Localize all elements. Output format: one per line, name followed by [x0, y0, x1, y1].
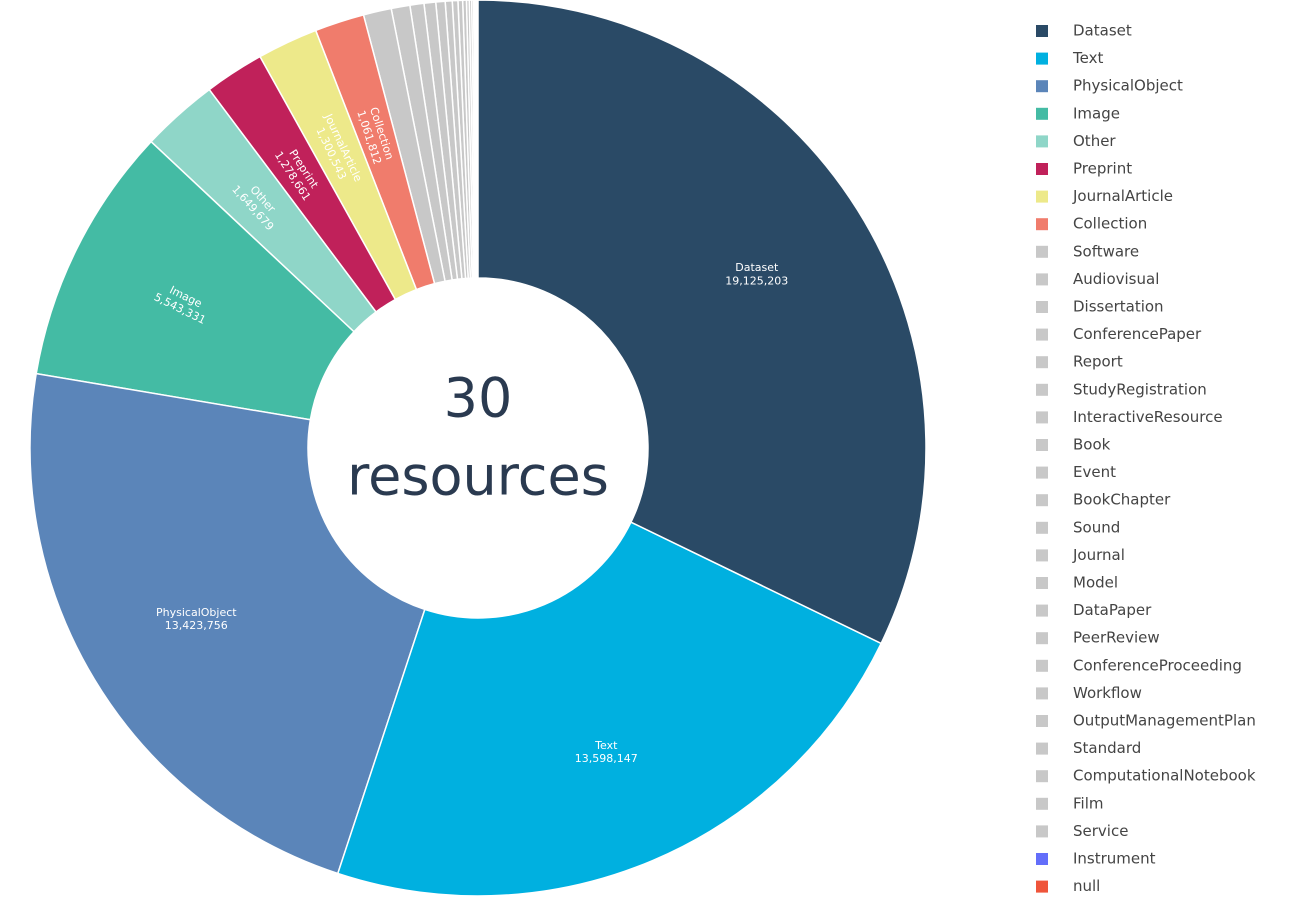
- legend-label: InteractiveResource: [1073, 408, 1223, 426]
- legend-swatch: [1036, 301, 1048, 313]
- center-number: 30: [444, 367, 513, 430]
- slice-name: Dataset: [735, 261, 779, 274]
- legend-label: Book: [1073, 436, 1111, 454]
- legend-swatch: [1036, 273, 1048, 286]
- legend-swatch: [1036, 715, 1048, 727]
- slice-name: Text: [594, 739, 618, 752]
- legend-swatch: [1036, 356, 1048, 369]
- legend-swatch: [1036, 107, 1048, 120]
- legend-label: Text: [1072, 49, 1103, 67]
- legend-swatch: [1036, 328, 1048, 341]
- legend-swatch: [1036, 659, 1048, 672]
- legend-label: Report: [1073, 353, 1123, 371]
- legend-label: Collection: [1073, 215, 1147, 233]
- legend-label: BookChapter: [1073, 491, 1171, 509]
- legend-swatch: [1036, 163, 1048, 175]
- legend-swatch: [1036, 494, 1048, 507]
- legend-swatch: [1036, 825, 1048, 838]
- legend-swatch: [1036, 687, 1048, 700]
- slice-value: 13,423,756: [165, 619, 228, 632]
- slice-label: Dataset 19,125,203: [725, 261, 788, 287]
- slice: [362, 7, 446, 285]
- slice-name: PhysicalObject: [156, 606, 237, 619]
- legend-swatch: [1036, 466, 1048, 479]
- legend-label: Standard: [1073, 739, 1141, 757]
- legend-label: Instrument: [1073, 850, 1156, 868]
- center-label: resources: [347, 445, 609, 508]
- legend-label: null: [1073, 877, 1100, 895]
- legend-label: Audiovisual: [1073, 270, 1159, 288]
- legend-label: Film: [1073, 794, 1103, 812]
- legend-label: ConferencePaper: [1073, 325, 1202, 343]
- legend-swatch: [1036, 797, 1048, 810]
- slice: [35, 140, 356, 421]
- legend-swatch: [1036, 549, 1048, 562]
- slice: [150, 88, 378, 333]
- slice: [208, 55, 397, 314]
- legend-label: PeerReview: [1073, 629, 1160, 647]
- legend-swatch: [1036, 383, 1048, 396]
- legend-swatch: [1036, 190, 1048, 203]
- legend-swatch: [1036, 245, 1048, 258]
- legend-label: PhysicalObject: [1073, 77, 1183, 95]
- legend-label: Dataset: [1073, 22, 1132, 40]
- legend-label: ComputationalNotebook: [1073, 767, 1256, 785]
- legend-label: Workflow: [1073, 684, 1142, 702]
- legend-label: JournalArticle: [1072, 187, 1173, 205]
- legend-swatch: [1036, 411, 1048, 424]
- legend-label: DataPaper: [1073, 601, 1152, 619]
- legend-label: Journal: [1072, 546, 1125, 564]
- legend-label: OutputManagementPlan: [1073, 712, 1256, 730]
- slice: [258, 29, 418, 301]
- slice: [336, 521, 883, 897]
- legend-swatch: [1036, 52, 1048, 65]
- legend-swatch: [1036, 521, 1048, 534]
- slice-label: Text 13,598,147: [575, 739, 638, 765]
- legend-swatch: [1036, 604, 1048, 617]
- legend-swatch: [1036, 577, 1048, 589]
- legend-swatch: [1036, 135, 1048, 148]
- slice-value: 13,598,147: [575, 752, 638, 765]
- legend-label: StudyRegistration: [1073, 380, 1207, 398]
- legend-swatch: [1036, 439, 1048, 451]
- legend-label: Dissertation: [1073, 298, 1164, 316]
- legend-label: Other: [1073, 132, 1116, 150]
- legend-swatch: [1036, 218, 1048, 231]
- legend-swatch: [1036, 80, 1048, 93]
- legend-label: Sound: [1073, 518, 1120, 536]
- legend-label: ConferenceProceeding: [1073, 656, 1242, 674]
- legend-label: Software: [1073, 242, 1139, 260]
- legend-swatch: [1036, 25, 1048, 37]
- legend-label: Preprint: [1073, 160, 1132, 178]
- legend-swatch: [1036, 632, 1048, 645]
- slice-value: 19,125,203: [725, 274, 788, 287]
- slice: [314, 13, 436, 291]
- legend-label: Model: [1073, 574, 1118, 592]
- legend-label: Service: [1073, 822, 1128, 840]
- legend-swatch: [1036, 853, 1048, 865]
- slice: [477, 0, 927, 645]
- slice-label: PhysicalObject 13,423,756: [156, 606, 237, 632]
- legend-swatch: [1036, 770, 1048, 783]
- slice: [29, 372, 426, 875]
- legend-label: Image: [1073, 104, 1120, 122]
- legend-label: Event: [1073, 463, 1116, 481]
- legend-swatch: [1036, 880, 1048, 893]
- legend-swatch: [1036, 742, 1048, 755]
